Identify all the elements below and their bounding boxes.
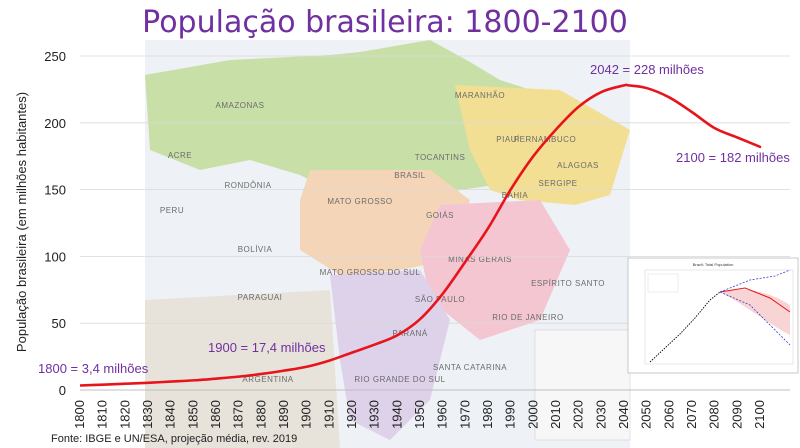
map-label: ACRE <box>168 151 192 160</box>
x-tick-label: 1850 <box>185 400 200 429</box>
map-label: RONDÔNIA <box>224 181 271 190</box>
x-tick-label: 2030 <box>593 400 608 429</box>
inset-observed-line <box>649 291 721 363</box>
map-label: ARGENTINA <box>242 375 293 384</box>
population-line <box>80 83 762 387</box>
x-tick-label: 1940 <box>389 400 404 429</box>
x-tick-label: 2090 <box>729 400 744 429</box>
data-annotation: 1900 = 17,4 milhões <box>208 340 326 355</box>
x-tick-label: 2050 <box>639 400 654 429</box>
x-tick-label: 1890 <box>276 400 291 429</box>
map-label: PERU <box>160 206 184 215</box>
map-region-southeast <box>420 200 570 340</box>
chart-title: População brasileira: 1800-2100 <box>142 5 628 40</box>
x-tick-label: 2080 <box>707 400 722 429</box>
x-tick-label: 1820 <box>117 400 132 429</box>
inset-plot-area <box>644 269 794 365</box>
x-tick-label: 2010 <box>548 400 563 429</box>
x-tick-label: 1830 <box>140 400 155 429</box>
source-note: Fonte: IBGE e UN/ESA, projeção média, re… <box>51 433 297 445</box>
y-tick-label: 200 <box>44 116 66 131</box>
y-tick-label: 100 <box>44 249 66 264</box>
inset-projection-chart: Brazil: Total Population <box>627 257 799 374</box>
map-label: SERGIPE <box>538 179 577 188</box>
x-tick-label: 1800 <box>72 400 87 429</box>
map-label: BAHIA <box>502 191 529 200</box>
x-tick-label: 1910 <box>321 400 336 429</box>
y-tick-label: 50 <box>52 316 66 331</box>
annotations: 1800 = 3,4 milhões 1900 = 17,4 milhões 204… <box>38 62 790 376</box>
x-tick-label: 1880 <box>253 400 268 429</box>
background-map <box>145 40 631 448</box>
y-tick-label: 150 <box>44 183 66 198</box>
x-tick-label: 2040 <box>616 400 631 429</box>
map-label: MATO GROSSO DO SUL <box>320 268 421 277</box>
data-annotation: 2042 = 228 milhões <box>590 62 704 77</box>
x-tick-label: 1810 <box>95 400 110 429</box>
map-label: BRASIL <box>394 171 426 180</box>
inset-uncertainty-band <box>720 289 790 335</box>
map-label: TOCANTINS <box>415 153 466 162</box>
map-label: PARAGUAI <box>238 293 283 302</box>
x-tick-label: 1970 <box>457 400 472 429</box>
map-label: MATO GROSSO <box>327 197 392 206</box>
y-axis-label: População brasileira (em milhões habitan… <box>14 92 29 352</box>
inset-median-line <box>719 287 791 313</box>
x-tick-label: 1870 <box>231 400 246 429</box>
map-label: PIAUÍ <box>496 135 520 144</box>
map-label: RIO DE JANEIRO <box>492 313 563 322</box>
x-tick-label: 1990 <box>503 400 518 429</box>
map-label: PERNAMBUCO <box>514 135 576 144</box>
x-tick-label: 1920 <box>344 400 359 429</box>
map-label: AMAZONAS <box>216 101 265 110</box>
x-tick-label: 1900 <box>299 400 314 429</box>
map-region-south <box>330 270 450 440</box>
data-annotation: 1800 = 3,4 milhões <box>38 361 149 376</box>
map-label: MARANHÃO <box>455 91 505 100</box>
y-axis-ticks: 0 50 100 150 200 250 <box>44 49 66 398</box>
x-tick-label: 1860 <box>208 400 223 429</box>
x-tick-label: 1840 <box>163 400 178 429</box>
inset-lower-line <box>719 291 791 346</box>
map-label: ESPÍRITO SANTO <box>531 279 605 288</box>
x-axis-ticks: 1800 1810 1820 1830 1840 1850 1860 1870 1880 1890… <box>72 400 767 429</box>
series-layer <box>80 83 762 387</box>
map-labels: AMAZONAS ACRE RONDÔNIA MATO GROSSO GOIÁS MATO… <box>160 91 605 384</box>
x-tick-label: 2020 <box>571 400 586 429</box>
x-tick-label: 1950 <box>412 400 427 429</box>
data-annotation: 2100 = 182 milhões <box>676 150 790 165</box>
x-tick-label: 2000 <box>525 400 540 429</box>
x-tick-label: 2060 <box>661 400 676 429</box>
map-label: RIO GRANDE DO SUL <box>354 375 445 384</box>
x-tick-label: 1930 <box>367 400 382 429</box>
map-label: MINAS GERAIS <box>448 255 512 264</box>
x-tick-label: 1980 <box>480 400 495 429</box>
x-tick-label: 1960 <box>435 400 450 429</box>
map-label: PARANÁ <box>392 329 427 338</box>
map-label: SANTA CATARINA <box>433 363 507 372</box>
map-label: ALAGOAS <box>557 161 599 170</box>
inset-title: Brazil: Total Population <box>693 262 734 267</box>
y-tick-label: 250 <box>44 49 66 64</box>
map-region-north <box>145 40 530 200</box>
map-neighbor-countries <box>145 290 340 448</box>
x-tick-label: 2070 <box>684 400 699 429</box>
y-tick-label: 0 <box>59 383 66 398</box>
map-label: GOIÁS <box>426 211 454 220</box>
map-legend-box <box>534 329 631 441</box>
map-label: BOLÍVIA <box>238 245 273 254</box>
inset-legend <box>647 273 679 293</box>
x-tick-label: 2100 <box>752 400 767 429</box>
